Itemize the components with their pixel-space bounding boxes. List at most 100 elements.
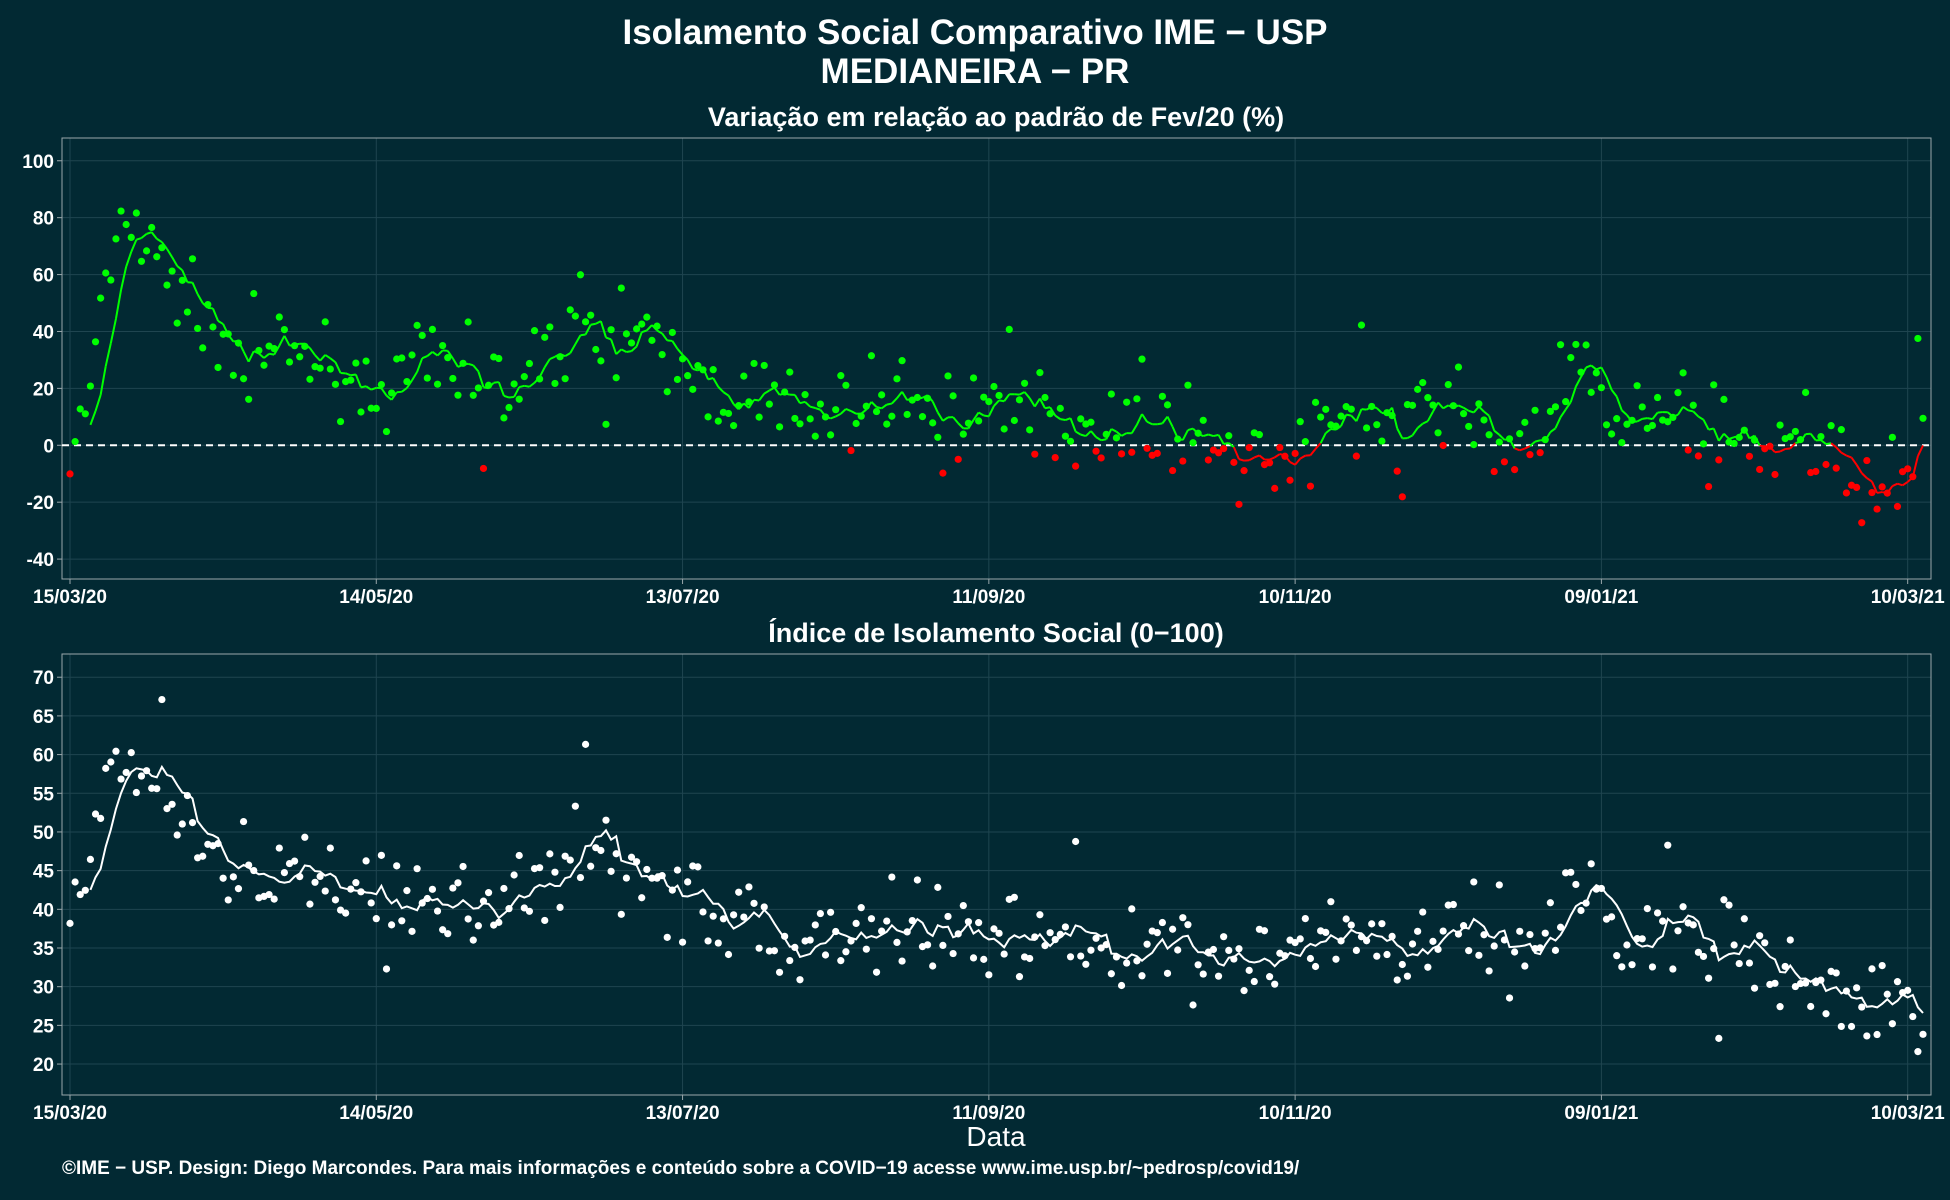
data-point — [137, 772, 146, 780]
data-point — [1286, 476, 1294, 484]
y-tick-label: 100 — [22, 152, 54, 173]
data-point — [408, 351, 416, 359]
moving-average-segment — [1554, 416, 1562, 429]
data-point — [760, 903, 768, 911]
moving-average-segment — [758, 393, 766, 402]
moving-average-segment — [635, 331, 643, 347]
data-point — [1444, 380, 1452, 389]
data-point — [658, 350, 666, 359]
data-point — [1735, 433, 1743, 441]
moving-average-segment — [1615, 396, 1623, 411]
data-point — [1337, 937, 1345, 945]
moving-average-segment — [1468, 409, 1475, 414]
moving-average-segment — [804, 401, 811, 408]
data-point — [1235, 500, 1243, 508]
data-point — [234, 339, 243, 347]
moving-average-segment — [1130, 424, 1138, 434]
data-point — [122, 768, 130, 777]
data-point — [479, 464, 488, 473]
data-point — [561, 375, 569, 383]
data-point — [923, 394, 932, 402]
data-point — [1832, 969, 1840, 977]
data-point — [1015, 396, 1024, 404]
data-point — [724, 409, 733, 418]
data-point — [459, 862, 467, 871]
moving-average-segment — [809, 405, 816, 409]
data-point — [239, 817, 248, 826]
data-point — [1909, 473, 1917, 481]
data-point — [1434, 429, 1442, 437]
data-point — [97, 814, 105, 822]
data-point — [1827, 422, 1835, 430]
data-point — [270, 345, 278, 353]
data-point — [1883, 990, 1891, 998]
data-point — [86, 382, 95, 390]
moving-average-segment — [722, 391, 730, 397]
data-point — [510, 380, 518, 388]
data-point — [806, 936, 814, 944]
data-point — [1271, 980, 1279, 988]
data-point — [86, 855, 95, 863]
moving-average-segment — [283, 335, 291, 347]
data-point — [1817, 432, 1825, 441]
moving-average-segment — [181, 269, 189, 283]
data-point — [888, 412, 896, 420]
data-point — [1296, 418, 1304, 426]
moving-average-segment — [1519, 447, 1526, 452]
data-point — [1556, 341, 1565, 349]
moving-average-segment — [120, 266, 128, 291]
moving-average-segment — [1483, 410, 1490, 417]
data-point — [883, 420, 891, 428]
data-point — [1909, 1012, 1917, 1021]
moving-average-segment — [1692, 410, 1700, 418]
moving-average-segment — [1478, 405, 1485, 413]
data-point — [331, 380, 340, 388]
moving-average-segment — [1299, 454, 1306, 460]
moving-average-segment — [1779, 448, 1786, 453]
data-point — [1597, 384, 1606, 392]
data-point — [796, 420, 804, 428]
data-point — [781, 388, 789, 396]
data-point — [684, 372, 692, 380]
moving-average-segment — [1080, 433, 1087, 438]
moving-average-segment — [314, 354, 321, 362]
data-point — [1653, 393, 1662, 402]
data-point — [939, 941, 947, 950]
moving-average-segment — [692, 367, 699, 372]
data-point — [439, 926, 447, 934]
data-point — [1031, 933, 1039, 941]
data-point — [1311, 398, 1320, 406]
moving-average-segment — [799, 400, 806, 405]
moving-average-segment — [1825, 442, 1832, 446]
data-point — [1327, 898, 1335, 906]
moving-average-segment — [1289, 461, 1296, 466]
data-point — [520, 904, 528, 912]
data-point — [872, 968, 881, 976]
data-point — [694, 863, 702, 871]
data-point — [847, 937, 855, 945]
moving-average-segment — [952, 416, 959, 424]
data-point — [571, 802, 579, 810]
data-point — [142, 767, 151, 775]
data-point — [587, 311, 595, 319]
data-point — [622, 330, 631, 338]
data-point — [612, 850, 620, 858]
moving-average-segment — [1846, 454, 1852, 459]
x-tick-label: 09/01/21 — [1564, 587, 1638, 608]
data-point — [1618, 963, 1626, 971]
data-point — [740, 372, 748, 380]
moving-average-segment — [196, 293, 204, 304]
data-point — [1225, 946, 1233, 955]
data-point — [1087, 946, 1095, 954]
data-point — [76, 405, 84, 413]
data-point — [224, 896, 232, 904]
data-point — [1500, 458, 1509, 466]
data-point — [663, 933, 671, 941]
data-point — [592, 345, 600, 354]
data-point — [551, 379, 559, 388]
data-point — [1424, 394, 1432, 402]
moving-average-segment — [564, 352, 571, 357]
data-point — [1888, 433, 1896, 441]
data-point — [1541, 929, 1549, 937]
data-point — [617, 910, 625, 918]
